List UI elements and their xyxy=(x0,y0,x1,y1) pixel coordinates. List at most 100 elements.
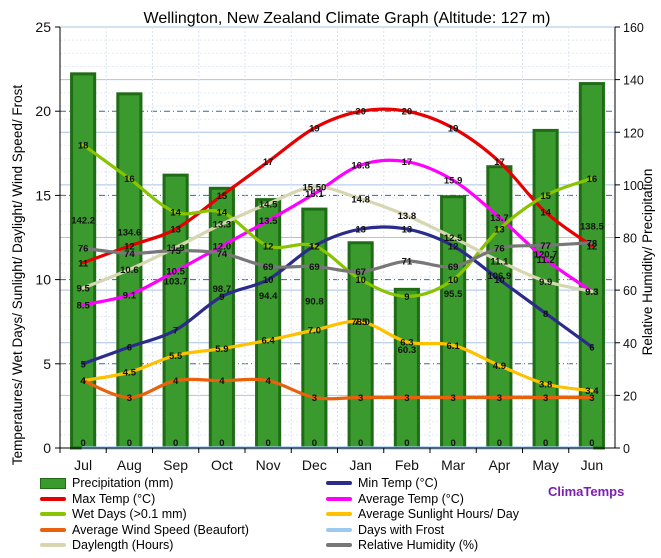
series-data-label: 14.5 xyxy=(259,199,278,210)
series-data-label: 3 xyxy=(404,393,409,404)
precipitation-data-label: 120.7 xyxy=(534,249,558,260)
series-data-label: 18 xyxy=(78,140,89,151)
series-data-label: 9.3 xyxy=(585,287,598,298)
precipitation-zero-label: 0 xyxy=(127,438,132,449)
precipitation-data-label: 95.5 xyxy=(444,289,463,300)
precipitation-bar xyxy=(393,287,420,450)
precipitation-bars xyxy=(70,72,605,450)
series-data-label: 76 xyxy=(494,244,505,255)
series-data-label: 9.9 xyxy=(539,277,552,288)
series-data-label: 14 xyxy=(540,208,551,219)
series-data-label: 5 xyxy=(80,359,86,370)
y-tick-label-left: 10 xyxy=(35,272,51,288)
x-tick-label: Jul xyxy=(74,457,92,473)
series-data-label: 12 xyxy=(309,241,320,252)
series-data-label: 19 xyxy=(309,124,320,135)
series-data-label: 6 xyxy=(589,342,594,353)
series-data-label: 4.9 xyxy=(493,361,506,372)
legend-item-average-sunlight-hours-day: Average Sunlight Hours/ Day xyxy=(326,507,519,521)
series-data-label: 9.1 xyxy=(123,290,137,301)
series-data-label: 12.0 xyxy=(213,241,232,252)
legend-label: Daylength (Hours) xyxy=(72,538,174,552)
x-tick-label: Oct xyxy=(211,457,233,473)
series-data-label: 12 xyxy=(124,241,135,252)
legend-swatch xyxy=(40,477,66,489)
x-tick-label: Jan xyxy=(349,457,372,473)
x-tick-label: Apr xyxy=(488,457,510,473)
series-data-label: 7.5 xyxy=(354,317,368,328)
series-data-label: 11.2 xyxy=(537,255,555,266)
legend-label: Days with Frost xyxy=(358,522,445,537)
precipitation-zero-label: 0 xyxy=(312,438,317,449)
brand-logo[interactable]: ClimaTemps xyxy=(548,484,625,499)
x-tick-label: Jun xyxy=(581,457,604,473)
series-data-label: 10 xyxy=(494,275,505,286)
series-data-label: 14 xyxy=(217,208,228,219)
precipitation-data-label: 134.6 xyxy=(117,228,141,239)
precipitation-zero-label: 0 xyxy=(173,438,178,449)
series-line-wet-days-0-1-mm xyxy=(81,143,594,299)
series-data-label: 12 xyxy=(587,241,598,252)
series-data-label: 16.8 xyxy=(351,161,370,172)
legend-swatch xyxy=(326,527,352,532)
y-tick-label-right: 40 xyxy=(623,337,637,351)
precipitation-data-label: 98.7 xyxy=(213,284,232,295)
series-data-label: 9 xyxy=(219,292,224,303)
legend-label: Min Temp (°C) xyxy=(358,476,438,490)
series-data-label: 4 xyxy=(219,376,225,387)
legend-swatch xyxy=(40,527,66,532)
precipitation-zero-label: 0 xyxy=(589,438,594,449)
series-data-label: 67 xyxy=(355,267,366,278)
series-data-label: 10 xyxy=(263,275,274,286)
series-data-label: 3 xyxy=(312,393,317,404)
x-tick-label: Aug xyxy=(117,457,142,473)
series-data-label: 3 xyxy=(127,393,132,404)
series-data-label: 10 xyxy=(448,275,459,286)
series-data-label: 14.8 xyxy=(351,194,370,205)
precipitation-data-label: 78.0 xyxy=(351,317,370,328)
precipitation-data-label: 60.3 xyxy=(398,345,417,356)
precipitation-data-label: 138.5 xyxy=(580,221,604,232)
legend-item-daylength-hours: Daylength (Hours) xyxy=(40,538,173,552)
series-data-label: 76 xyxy=(78,244,89,255)
y-tick-label-right: 120 xyxy=(623,126,644,140)
chart-legend: Precipitation (mm) Max Temp (°C) Wet Days … xyxy=(0,476,661,558)
series-data-label: 9.5 xyxy=(77,284,91,295)
x-tick-label: Nov xyxy=(256,457,281,473)
series-data-label: 3 xyxy=(497,393,502,404)
series-line-average-temp-c xyxy=(81,158,594,307)
precipitation-zero-label: 0 xyxy=(80,438,85,449)
series-data-label: 4 xyxy=(80,376,86,387)
precipitation-zero-label: 0 xyxy=(265,438,270,449)
series-data-label: 11 xyxy=(78,258,89,269)
legend-swatch xyxy=(326,512,352,516)
series-data-label: 15.1 xyxy=(305,189,324,200)
series-data-label: 13 xyxy=(402,225,413,236)
series-data-label: 13.7 xyxy=(490,213,509,224)
series-data-label: 13.3 xyxy=(213,220,232,231)
x-tick-label: Sep xyxy=(163,457,188,473)
legend-item-average-wind-speed-beaufort: Average Wind Speed (Beaufort) xyxy=(40,523,249,537)
series-data-label: 75 xyxy=(170,246,181,257)
series-data-label: 7.0 xyxy=(308,326,321,337)
series-data-label: 71 xyxy=(402,257,413,268)
series-data-label: 12.5 xyxy=(444,233,463,244)
climate-chart: 142.2134.6103.798.794.490.878.060.395.51… xyxy=(10,10,655,473)
series-data-label: 77 xyxy=(540,241,551,252)
series-data-label: 19 xyxy=(448,124,459,135)
series-line-average-wind-speed-beaufort xyxy=(81,377,594,401)
y-tick-label-left: 15 xyxy=(35,187,51,203)
series-data-label: 5.9 xyxy=(215,344,228,355)
y-tick-label-right: 80 xyxy=(623,232,637,246)
legend-item-relative-humidity: Relative Humidity (%) xyxy=(326,538,478,552)
series-data-label: 10.5 xyxy=(166,267,185,278)
series-data-label: 4 xyxy=(173,376,179,387)
series-line-average-sunlight-hours-day xyxy=(81,319,594,393)
series-data-label: 6.1 xyxy=(447,341,461,352)
y-tick-label-right: 140 xyxy=(623,74,644,88)
precipitation-data-label: 106.9 xyxy=(487,271,511,282)
y-tick-label-right: 0 xyxy=(623,442,630,456)
legend-label: Average Temp (°C) xyxy=(358,491,464,506)
legend-item-wet-days-0-1-mm: Wet Days (>0.1 mm) xyxy=(40,507,187,521)
